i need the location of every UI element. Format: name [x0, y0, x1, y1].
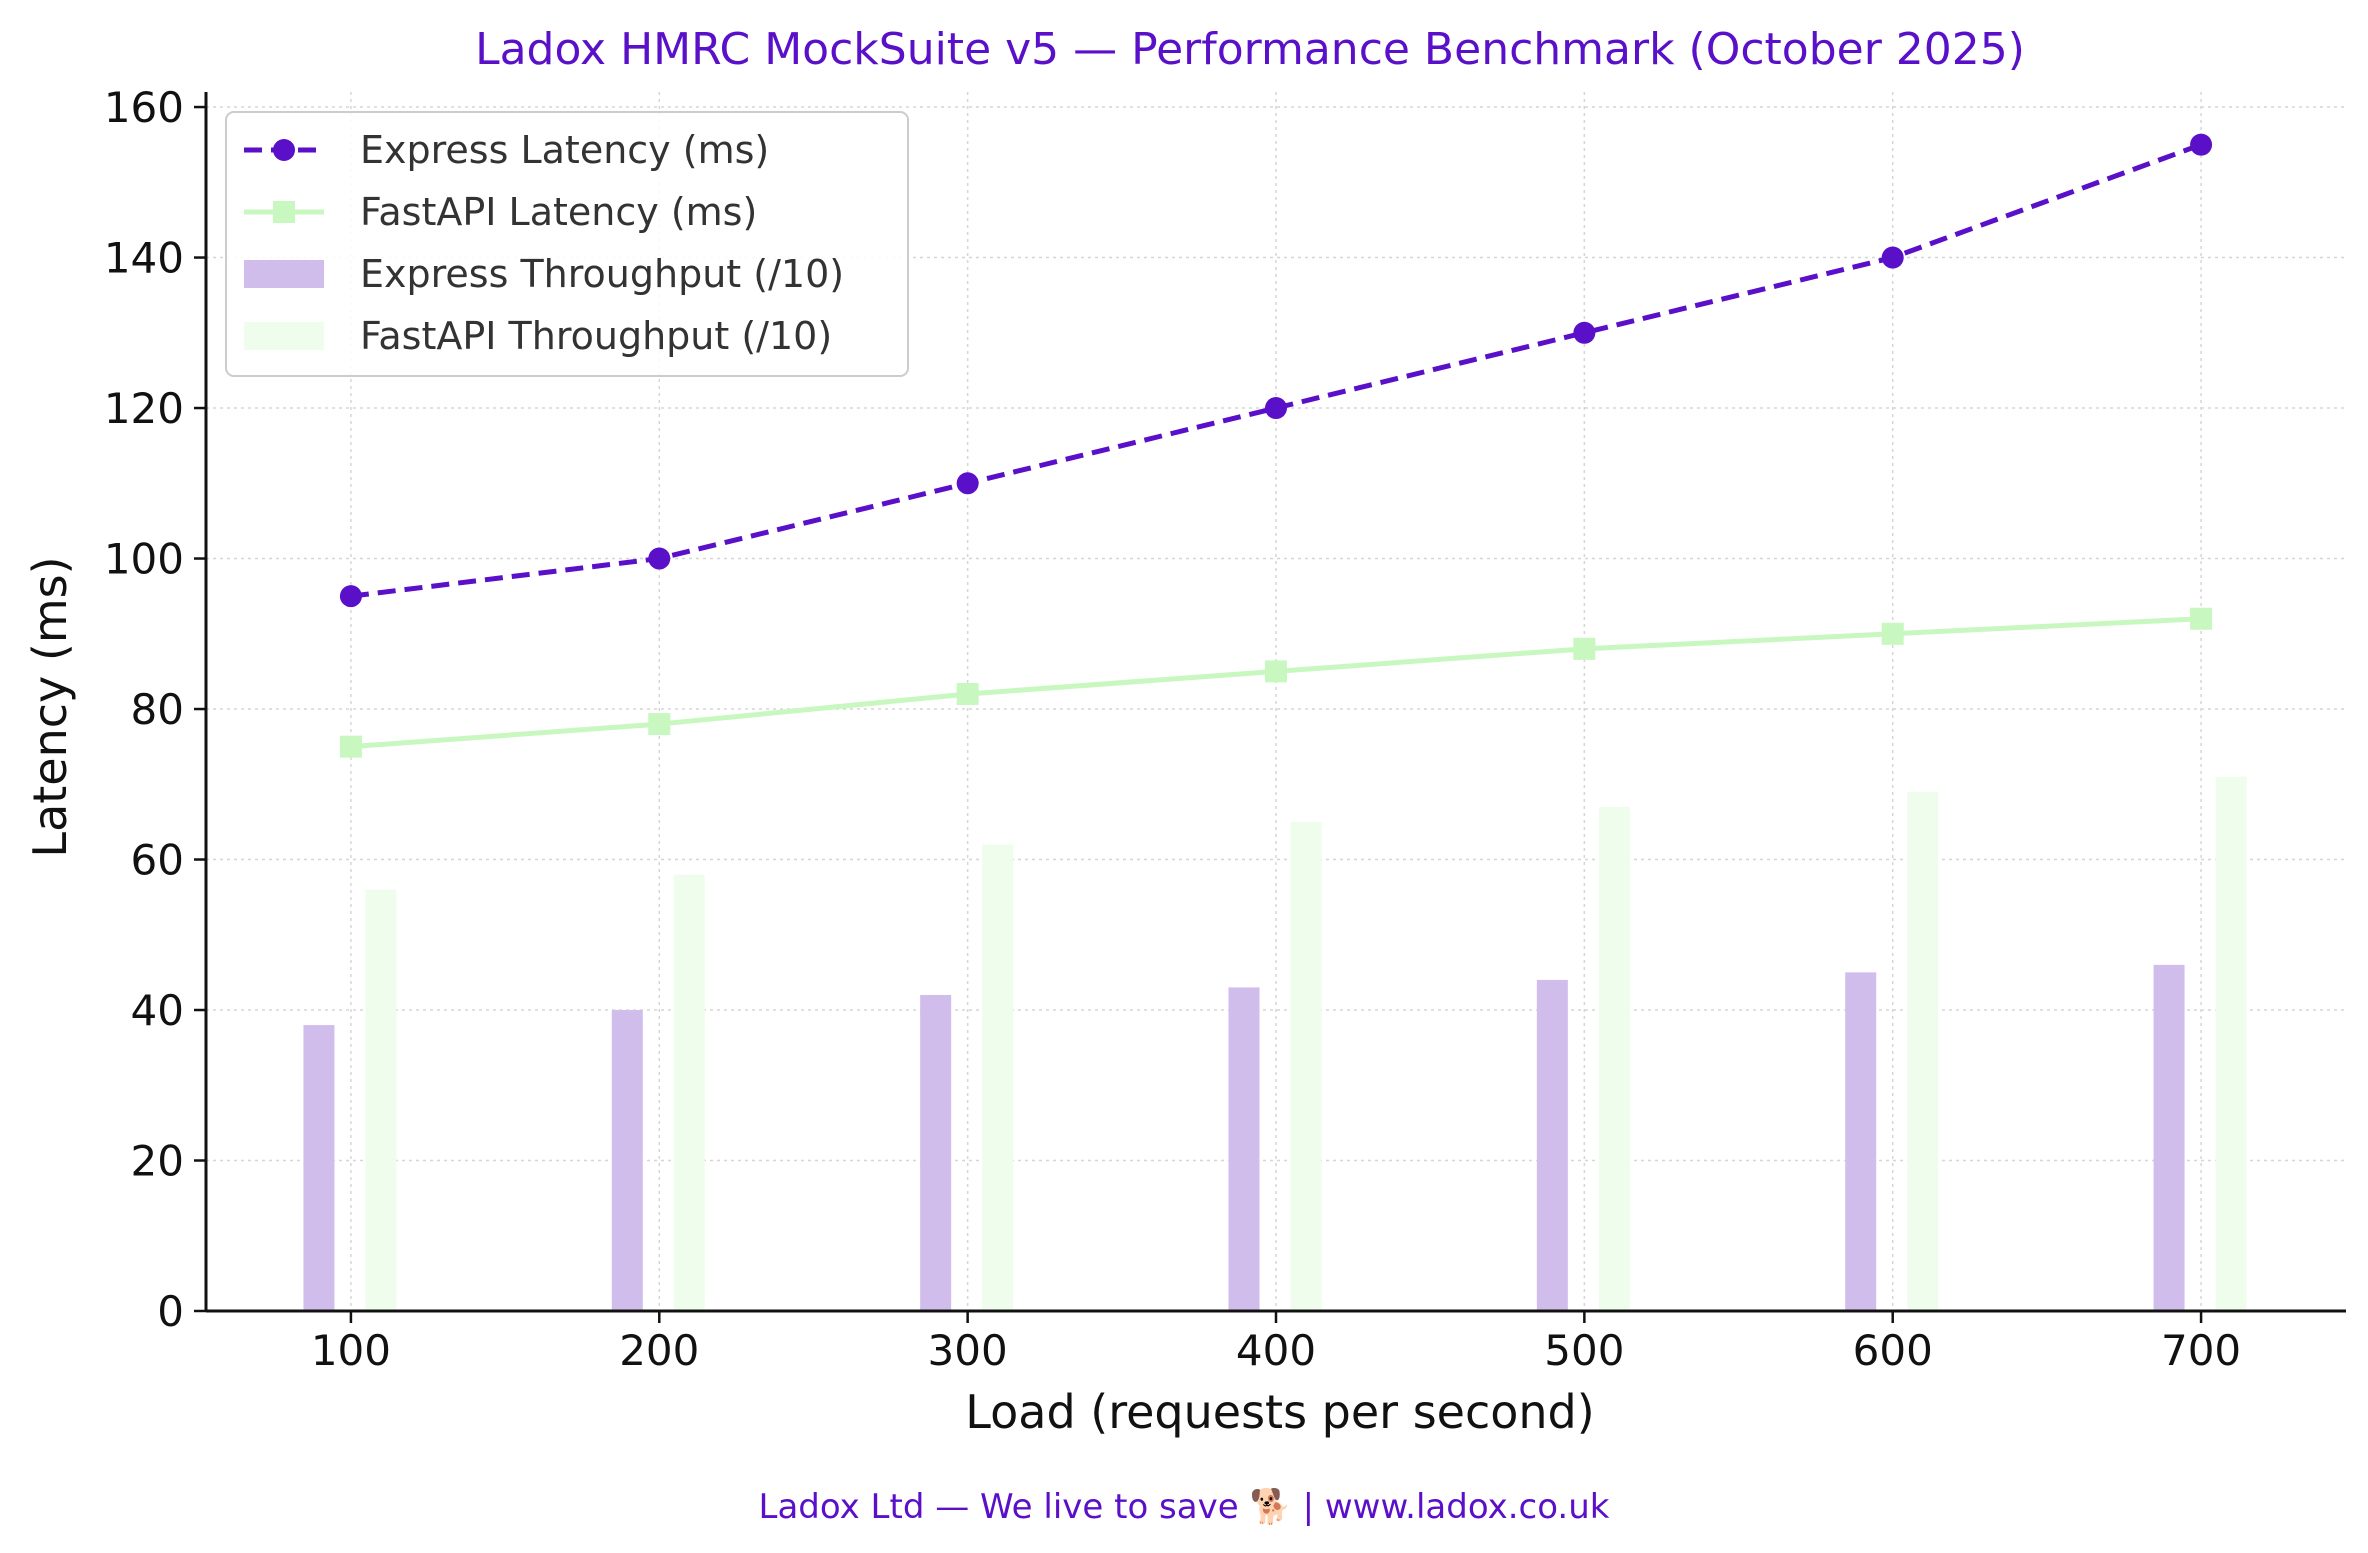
legend: Express Latency (ms) FastAPI Latency (ms)…: [225, 111, 909, 377]
y-tick-label: 0: [157, 1287, 184, 1336]
legend-label: FastAPI Latency (ms): [360, 190, 757, 234]
data-point: [339, 585, 362, 608]
x-tick-label: 400: [1236, 1326, 1316, 1375]
legend-label: FastAPI Throughput (/10): [360, 314, 832, 358]
data-point: [956, 682, 979, 705]
bar: [2215, 776, 2247, 1311]
x-tick-label: 700: [2161, 1326, 2241, 1375]
x-tick-label: 600: [1853, 1326, 1933, 1375]
x-tick-label: 500: [1544, 1326, 1624, 1375]
y-tick-label: 160: [104, 83, 184, 132]
y-axis-ticks: 0 20 40 60 80 100 120 140 160: [104, 83, 206, 1336]
data-point: [1881, 246, 1904, 269]
bar: [1598, 806, 1630, 1311]
data-point: [1265, 660, 1287, 683]
bar: [2153, 964, 2185, 1311]
bar: [611, 1010, 643, 1311]
data-point: [956, 472, 979, 495]
legend-frame: [225, 111, 909, 377]
y-tick-label: 60: [131, 836, 184, 885]
legend-marker: [273, 201, 295, 223]
x-axis-ticks: 100 200 300 400 500 600 700: [311, 1311, 2241, 1375]
bar: [673, 874, 705, 1311]
y-tick-label: 140: [104, 234, 184, 283]
y-tick-label: 40: [131, 986, 184, 1035]
bar: [1536, 979, 1568, 1311]
bar: [1290, 821, 1322, 1311]
line-series-group: [339, 133, 2213, 758]
bar-series-group: [303, 776, 2247, 1311]
y-tick-label: 20: [131, 1137, 184, 1186]
legend-label: Express Throughput (/10): [360, 252, 844, 296]
legend-label: Express Latency (ms): [360, 128, 769, 172]
data-point: [1881, 622, 1904, 645]
bar: [303, 1025, 335, 1311]
bar: [365, 889, 397, 1311]
data-point: [1573, 321, 1596, 344]
bar: [982, 844, 1014, 1311]
data-point: [2190, 133, 2213, 156]
x-tick-label: 300: [928, 1326, 1008, 1375]
y-tick-label: 120: [104, 384, 184, 433]
y-tick-label: 100: [104, 535, 184, 584]
bar: [1228, 987, 1260, 1311]
data-point: [1265, 397, 1287, 420]
legend-marker: [273, 139, 295, 161]
x-tick-label: 200: [619, 1326, 699, 1375]
data-point: [339, 735, 362, 758]
x-axis-label: Load (requests per second): [965, 1385, 1594, 1439]
bar: [920, 994, 952, 1311]
x-tick-label: 100: [311, 1326, 391, 1375]
bar: [1845, 972, 1877, 1311]
legend-bar-swatch: [244, 322, 324, 350]
data-point: [2190, 607, 2213, 630]
data-point: [648, 713, 671, 736]
data-point: [1573, 637, 1596, 660]
data-point: [648, 547, 671, 570]
y-axis-label: Latency (ms): [23, 556, 77, 857]
legend-bar-swatch: [244, 260, 324, 288]
chart-title: Ladox HMRC MockSuite v5 — Performance Be…: [475, 24, 2025, 75]
footer-text: Ladox Ltd — We live to save 🐕 | www.lado…: [759, 1487, 1610, 1527]
y-tick-label: 80: [131, 685, 184, 734]
bar: [1907, 791, 1939, 1311]
